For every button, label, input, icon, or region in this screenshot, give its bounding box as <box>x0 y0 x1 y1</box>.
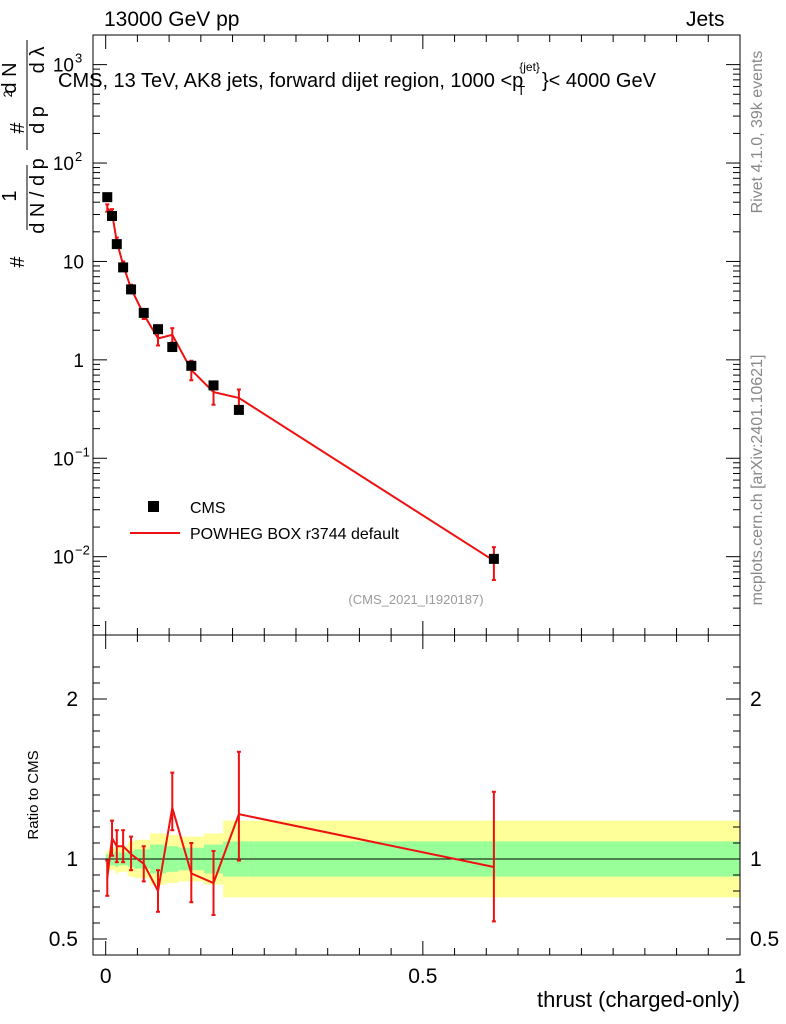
data-point <box>126 284 137 295</box>
y-tick-label-exp: 3 <box>75 51 82 66</box>
data-point <box>233 404 244 415</box>
y-axis-label-part: 2 <box>1 90 15 97</box>
data-point <box>208 380 219 391</box>
plot-title-end: }< 4000 GeV <box>541 70 656 92</box>
y-axis-label: #1 d N / d p #2d N d p d λ <box>0 40 49 268</box>
y-tick-label: 10 <box>63 252 84 273</box>
x-tick-label: 1 <box>734 965 746 988</box>
ratio-y-tick-label-right: 2 <box>750 688 762 711</box>
y-tick-label-exp: −1 <box>75 444 90 459</box>
data-point <box>138 307 149 318</box>
y-tick-label: 10 <box>53 449 74 470</box>
mcplots-label: mcplots.cern.ch [arXiv:2401.10621] <box>749 355 766 606</box>
plot-title-sub: T <box>517 83 526 98</box>
data-point <box>107 210 118 221</box>
data-point <box>167 342 178 353</box>
y-axis-label-part: 1 <box>0 190 21 201</box>
y-tick-label-exp: −2 <box>75 543 90 558</box>
x-tick-label: 0.5 <box>408 965 437 988</box>
ratio-frame <box>92 634 741 956</box>
legend-data-marker <box>148 501 159 512</box>
y-axis-label-part: d p <box>27 106 49 134</box>
x-tick-label: 0 <box>100 965 112 988</box>
ratio-y-tick-label: 2 <box>66 688 78 711</box>
y-tick-label: 1 <box>73 351 84 372</box>
header-left: 13000 GeV pp <box>104 8 240 31</box>
header-right: Jets <box>686 8 725 31</box>
y-axis-label-part: d N / d p <box>27 158 49 234</box>
y-tick-label: 10 <box>53 154 74 175</box>
plot-title-sup: {jet} <box>519 60 540 74</box>
y-tick-label: 10 <box>53 56 74 77</box>
analysis-watermark: (CMS_2021_I1920187) <box>348 592 483 607</box>
ratio-y-tick-label: 0.5 <box>49 928 78 951</box>
data-point <box>111 239 122 250</box>
ratio-y-axis-label: Ratio to CMS <box>25 750 42 839</box>
x-axis-label: thrust (charged-only) <box>537 987 740 1012</box>
ratio-y-tick-label-right: 0.5 <box>750 928 779 951</box>
y-axis-label-part: # <box>7 122 29 134</box>
y-axis-label-part: d λ <box>27 47 49 74</box>
data-point <box>118 262 129 273</box>
ratio-y-tick-label-right: 1 <box>750 848 762 871</box>
data-point <box>186 360 197 371</box>
y-axis-label-part: d N <box>0 62 21 93</box>
main-frame <box>92 34 741 636</box>
data-point <box>153 324 164 335</box>
data-point <box>488 553 499 564</box>
y-axis-label-part: # <box>7 256 29 268</box>
y-tick-label: 10 <box>53 548 74 569</box>
rivet-version-label: Rivet 4.1.0, 39k events <box>749 51 766 214</box>
plot-title: CMS, 13 TeV, AK8 jets, forward dijet reg… <box>58 60 666 98</box>
y-tick-label-exp: 2 <box>75 149 82 164</box>
ratio-y-tick-label: 1 <box>66 848 78 871</box>
plot-title-main: CMS, 13 TeV, AK8 jets, forward dijet reg… <box>58 70 524 92</box>
legend-label-mc: POWHEG BOX r3744 default <box>190 526 400 543</box>
legend-label-data: CMS <box>190 500 226 517</box>
mc-line <box>106 207 495 562</box>
data-point <box>102 192 113 203</box>
